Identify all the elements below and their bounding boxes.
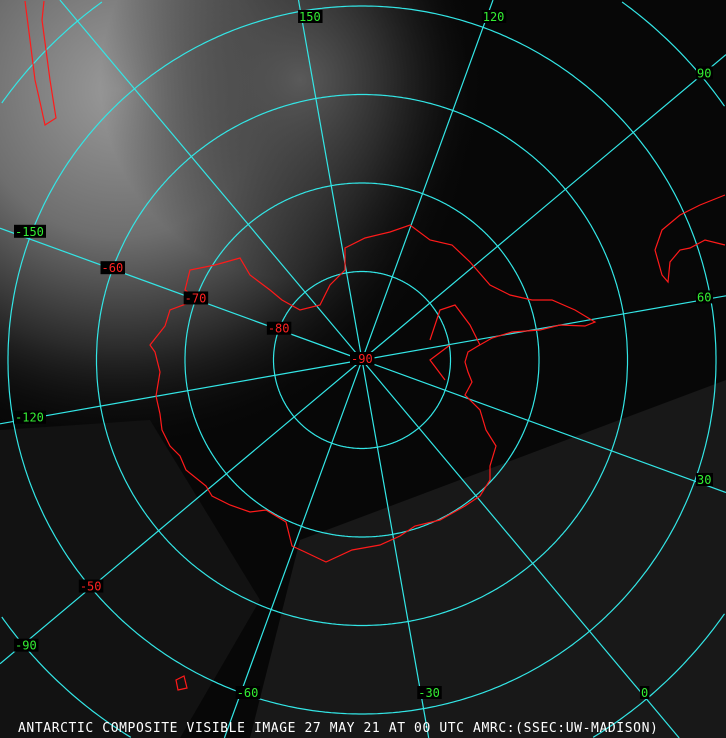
longitude-label: 60: [697, 290, 711, 304]
longitude-label: -150: [15, 225, 44, 239]
south-america-coastline: [24, 0, 57, 126]
longitude-label: -60: [237, 686, 259, 700]
longitude-label-bg: [481, 10, 507, 23]
longitude-label-bg: [417, 686, 442, 699]
meridian-line: [361, 54, 726, 361]
longitude-label-bg: [696, 66, 713, 80]
latitude-label: -90: [351, 352, 373, 366]
island-coastline: [654, 194, 726, 284]
longitude-label-bg: [14, 410, 46, 424]
meridian-line: [361, 295, 726, 361]
longitude-label: 30: [697, 473, 711, 487]
latitude-label-bg: [78, 579, 104, 593]
longitude-label: 90: [697, 66, 711, 80]
longitude-label: 120: [483, 10, 505, 24]
longitude-label: -120: [15, 411, 44, 425]
meridian-line: [0, 359, 363, 425]
meridian-line: [0, 227, 363, 361]
meridian-line: [361, 0, 494, 361]
longitude-label: -90: [15, 639, 37, 653]
latitude-label: -70: [185, 291, 207, 305]
longitude-label-bg: [696, 473, 713, 487]
latitude-circle: [272, 270, 452, 450]
longitude-label-bg: [696, 290, 713, 304]
longitude-label: 150: [299, 10, 321, 24]
meridian-line: [223, 359, 363, 738]
latitude-circle: [184, 182, 540, 538]
longitude-label: 0: [641, 686, 648, 700]
latitude-label: -50: [80, 580, 102, 594]
longitude-label: -30: [418, 686, 440, 700]
latitude-circle: [95, 93, 629, 627]
latitude-label-bg: [183, 291, 209, 305]
latitude-label-bg: [100, 261, 126, 275]
latitude-circle: [7, 5, 717, 715]
meridian-line: [361, 359, 726, 494]
latitude-label-bg: [266, 321, 292, 335]
longitude-label-bg: [235, 686, 261, 699]
longitude-label-bg: [14, 638, 39, 652]
meridian-line: [59, 0, 363, 361]
meridian-line: [297, 0, 363, 361]
ice-shelf-line: [429, 304, 481, 381]
longitude-label-bg: [14, 224, 46, 238]
meridian-line: [361, 359, 430, 738]
image-caption: ANTARCTIC COMPOSITE VISIBLE IMAGE 27 MAY…: [18, 721, 659, 736]
meridian-line: [0, 359, 363, 665]
coastlines: [24, 0, 726, 691]
longitude-label-bg: [639, 686, 650, 699]
meridian-line: [361, 359, 680, 738]
small-island: [175, 675, 188, 691]
latitude-label: -80: [268, 322, 290, 336]
antarctica-coastline: [149, 224, 597, 563]
latitude-label-bg: [350, 352, 375, 365]
longitude-label-bg: [298, 10, 323, 23]
grid-labels: 150 120 90 60 30 0 -30 -60 -90 -120 -150 -50 -60 -70 -…: [14, 10, 713, 700]
latitude-label: -60: [102, 261, 124, 275]
